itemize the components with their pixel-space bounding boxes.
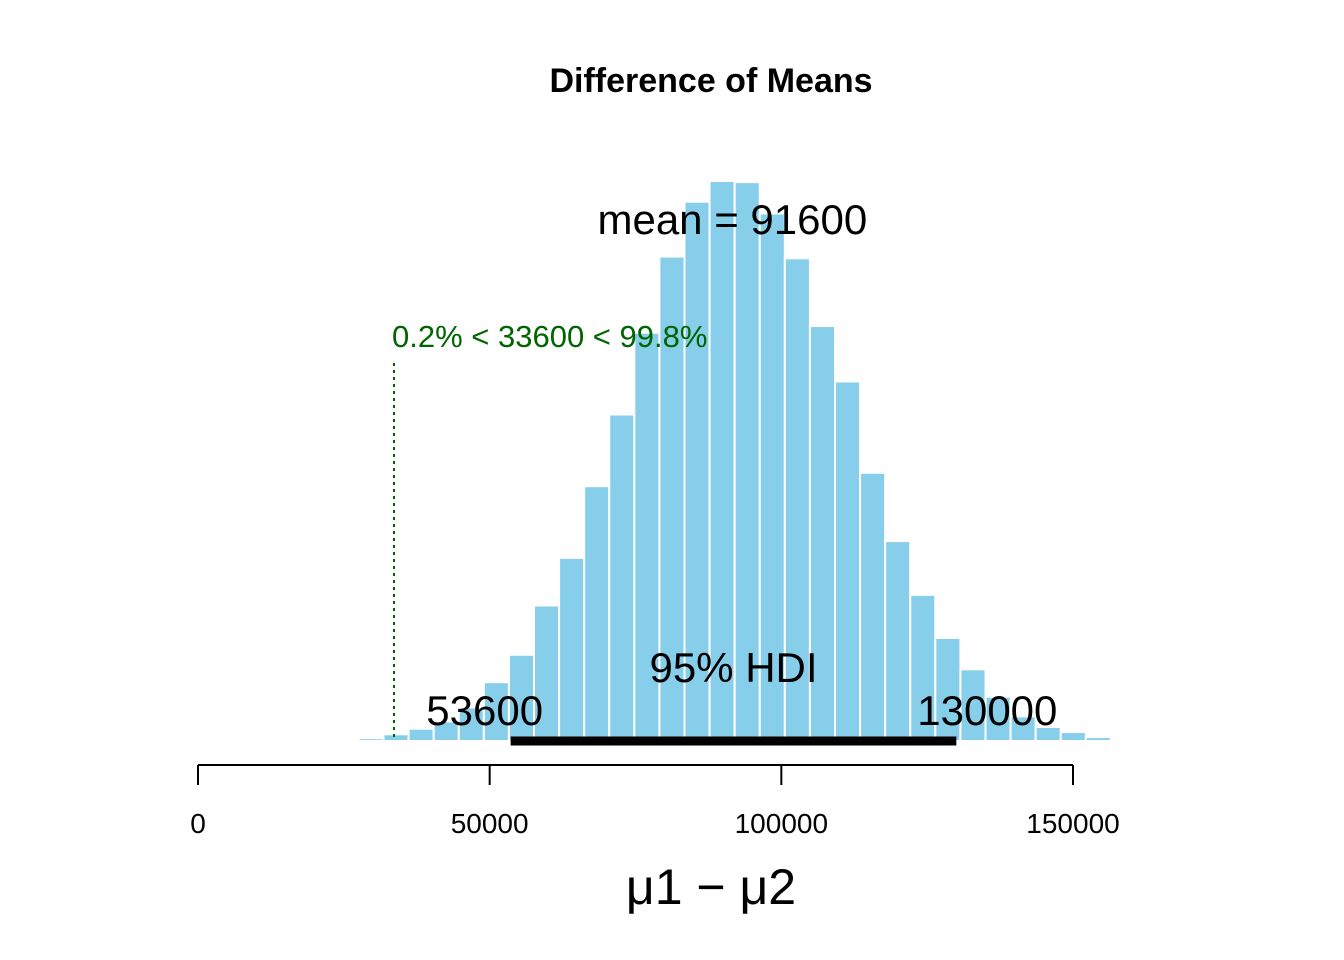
- histogram-bar-1: [382, 733, 410, 743]
- histogram-bar-9: [583, 485, 611, 743]
- histogram-bar-5: [482, 681, 510, 743]
- histogram-bar-30: [1109, 738, 1138, 743]
- histogram-bar-7: [533, 604, 561, 742]
- histogram-bar-8: [558, 556, 586, 742]
- x-tick-label-2: 100000: [735, 808, 828, 839]
- x-tick-label-0: 0: [190, 808, 206, 839]
- hdi-high-label: 130000: [917, 687, 1057, 734]
- histogram-bar-17: [783, 257, 811, 742]
- histogram-bar-10: [608, 413, 636, 742]
- histogram-bar-28: [1059, 731, 1087, 742]
- mean-label: mean = 91600: [597, 196, 867, 243]
- histogram-bar-0: [357, 737, 385, 743]
- x-axis-label: μ1 − μ2: [626, 859, 796, 915]
- histogram-bar-24: [959, 668, 987, 743]
- histogram-bar-13: [683, 200, 711, 743]
- histogram-bar-19: [834, 380, 862, 742]
- histogram-bar-29: [1084, 736, 1112, 743]
- x-tick-label-1: 50000: [451, 808, 529, 839]
- hdi-low-label: 53600: [426, 687, 543, 734]
- x-axis: 0 50000 100000 150000: [190, 764, 1120, 839]
- x-tick-label-3: 150000: [1026, 808, 1119, 839]
- histogram-bar-25: [984, 695, 1012, 743]
- histogram-bar-21: [884, 540, 912, 743]
- histogram-bars: [357, 180, 1138, 743]
- chart-title: Difference of Means: [549, 62, 872, 100]
- comparison-label: 0.2% < 33600 < 99.8%: [392, 319, 707, 354]
- histogram-bar-20: [859, 471, 887, 742]
- histogram-bar-18: [808, 325, 836, 742]
- histogram-bar-23: [934, 636, 962, 743]
- hdi-label: 95% HDI: [649, 644, 817, 691]
